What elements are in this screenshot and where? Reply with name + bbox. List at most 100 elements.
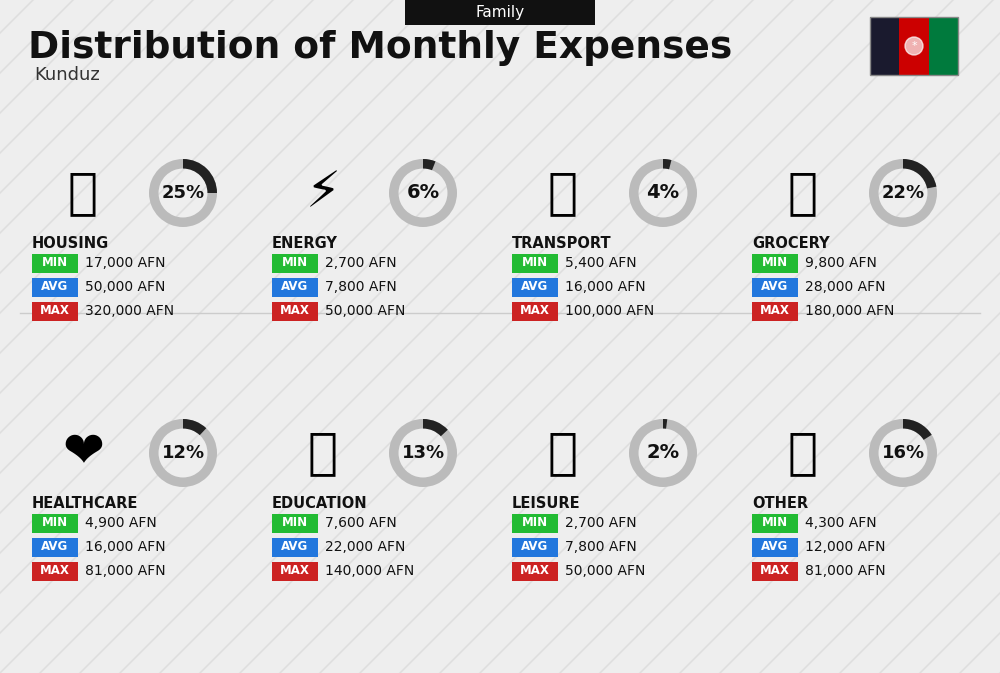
FancyBboxPatch shape — [32, 513, 78, 532]
Text: 5,400 AFN: 5,400 AFN — [565, 256, 637, 270]
Text: MAX: MAX — [40, 565, 70, 577]
FancyBboxPatch shape — [405, 0, 595, 25]
Wedge shape — [149, 159, 217, 227]
Text: MIN: MIN — [42, 256, 68, 269]
Text: 22,000 AFN: 22,000 AFN — [325, 540, 405, 554]
Text: 17,000 AFN: 17,000 AFN — [85, 256, 166, 270]
Wedge shape — [183, 419, 206, 435]
Text: MAX: MAX — [280, 565, 310, 577]
Text: 🎓: 🎓 — [308, 429, 338, 477]
Wedge shape — [869, 419, 937, 487]
FancyBboxPatch shape — [752, 254, 798, 273]
Text: 7,800 AFN: 7,800 AFN — [325, 280, 397, 294]
FancyBboxPatch shape — [32, 254, 78, 273]
FancyBboxPatch shape — [272, 538, 318, 557]
Text: MAX: MAX — [280, 304, 310, 318]
Text: MAX: MAX — [520, 565, 550, 577]
Text: MIN: MIN — [282, 256, 308, 269]
Text: 50,000 AFN: 50,000 AFN — [85, 280, 165, 294]
Text: 💰: 💰 — [788, 429, 818, 477]
Text: AVG: AVG — [281, 281, 309, 293]
Text: AVG: AVG — [281, 540, 309, 553]
Text: ENERGY: ENERGY — [272, 236, 338, 250]
FancyBboxPatch shape — [899, 17, 929, 75]
Text: 81,000 AFN: 81,000 AFN — [85, 564, 166, 578]
Wedge shape — [629, 419, 697, 487]
Text: 180,000 AFN: 180,000 AFN — [805, 304, 894, 318]
FancyBboxPatch shape — [752, 513, 798, 532]
Text: 7,600 AFN: 7,600 AFN — [325, 516, 397, 530]
Text: 22%: 22% — [881, 184, 925, 202]
Text: AVG: AVG — [521, 540, 549, 553]
Wedge shape — [903, 419, 932, 440]
Text: 9,800 AFN: 9,800 AFN — [805, 256, 877, 270]
Text: 320,000 AFN: 320,000 AFN — [85, 304, 174, 318]
FancyBboxPatch shape — [870, 17, 899, 75]
FancyBboxPatch shape — [512, 277, 558, 297]
Text: 🛍: 🛍 — [548, 429, 578, 477]
Text: 2%: 2% — [646, 444, 680, 462]
Wedge shape — [423, 419, 448, 436]
Text: AVG: AVG — [41, 281, 69, 293]
Text: HOUSING: HOUSING — [32, 236, 109, 250]
Wedge shape — [183, 159, 217, 193]
Text: 🏢: 🏢 — [68, 169, 98, 217]
FancyBboxPatch shape — [752, 302, 798, 320]
Text: MIN: MIN — [42, 516, 68, 530]
Text: 16,000 AFN: 16,000 AFN — [565, 280, 646, 294]
FancyBboxPatch shape — [929, 17, 958, 75]
Text: 13%: 13% — [401, 444, 445, 462]
Text: 81,000 AFN: 81,000 AFN — [805, 564, 886, 578]
Text: *: * — [911, 41, 917, 51]
Text: ⚡: ⚡ — [305, 169, 341, 217]
Text: ❤: ❤ — [62, 429, 104, 477]
FancyBboxPatch shape — [752, 561, 798, 581]
Text: 16,000 AFN: 16,000 AFN — [85, 540, 166, 554]
Text: 28,000 AFN: 28,000 AFN — [805, 280, 886, 294]
FancyBboxPatch shape — [272, 254, 318, 273]
Text: AVG: AVG — [521, 281, 549, 293]
Text: TRANSPORT: TRANSPORT — [512, 236, 612, 250]
Text: LEISURE: LEISURE — [512, 495, 581, 511]
Text: HEALTHCARE: HEALTHCARE — [32, 495, 138, 511]
Text: AVG: AVG — [761, 281, 789, 293]
Text: 🛒: 🛒 — [788, 169, 818, 217]
Text: 12%: 12% — [161, 444, 205, 462]
Text: MIN: MIN — [762, 516, 788, 530]
FancyBboxPatch shape — [32, 538, 78, 557]
Text: EDUCATION: EDUCATION — [272, 495, 368, 511]
FancyBboxPatch shape — [512, 513, 558, 532]
Text: MAX: MAX — [520, 304, 550, 318]
Wedge shape — [423, 159, 436, 170]
Text: MIN: MIN — [282, 516, 308, 530]
FancyBboxPatch shape — [272, 277, 318, 297]
Text: 50,000 AFN: 50,000 AFN — [325, 304, 405, 318]
Wedge shape — [149, 419, 217, 487]
Text: 7,800 AFN: 7,800 AFN — [565, 540, 637, 554]
Text: 12,000 AFN: 12,000 AFN — [805, 540, 886, 554]
Text: 🚌: 🚌 — [548, 169, 578, 217]
Wedge shape — [869, 159, 937, 227]
Text: MAX: MAX — [760, 304, 790, 318]
FancyBboxPatch shape — [512, 254, 558, 273]
FancyBboxPatch shape — [752, 538, 798, 557]
Circle shape — [905, 37, 923, 55]
FancyBboxPatch shape — [32, 277, 78, 297]
Wedge shape — [903, 159, 936, 188]
FancyBboxPatch shape — [512, 561, 558, 581]
Text: 2,700 AFN: 2,700 AFN — [325, 256, 397, 270]
Wedge shape — [663, 419, 667, 429]
Wedge shape — [629, 159, 697, 227]
Wedge shape — [663, 159, 671, 170]
FancyBboxPatch shape — [752, 277, 798, 297]
Text: MIN: MIN — [522, 256, 548, 269]
FancyBboxPatch shape — [32, 302, 78, 320]
Text: 140,000 AFN: 140,000 AFN — [325, 564, 414, 578]
Text: MIN: MIN — [762, 256, 788, 269]
FancyBboxPatch shape — [512, 538, 558, 557]
Text: 50,000 AFN: 50,000 AFN — [565, 564, 645, 578]
Text: 4,900 AFN: 4,900 AFN — [85, 516, 157, 530]
Text: Distribution of Monthly Expenses: Distribution of Monthly Expenses — [28, 30, 732, 66]
FancyBboxPatch shape — [512, 302, 558, 320]
Text: Kunduz: Kunduz — [34, 66, 100, 84]
